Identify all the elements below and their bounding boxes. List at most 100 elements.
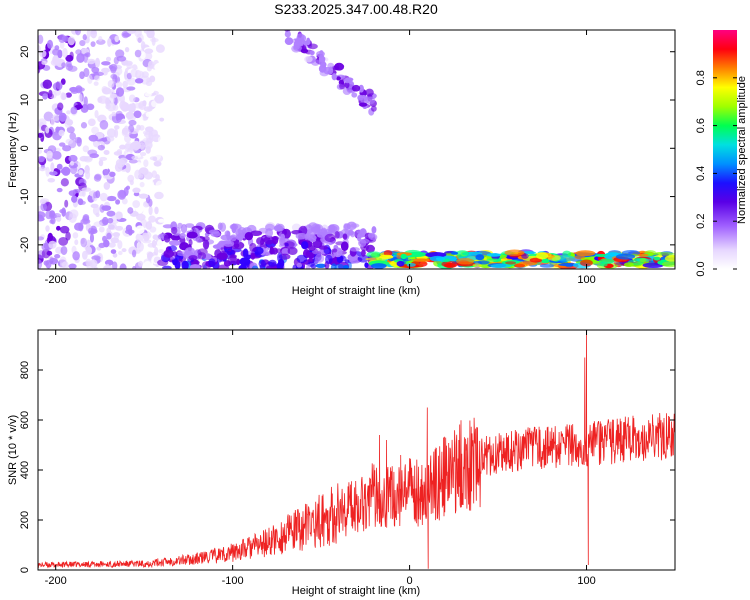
heatmap-cell — [128, 119, 137, 126]
heatmap-cell — [295, 232, 307, 240]
heatmap-cell — [306, 264, 311, 269]
heatmap-cell — [47, 177, 56, 183]
heatmap-y-tick-label: -10 — [19, 189, 31, 205]
heatmap-cell — [49, 257, 59, 265]
heatmap-cell — [314, 224, 324, 232]
heatmap-cell — [98, 35, 103, 42]
heatmap-cell — [269, 246, 274, 255]
heatmap-cell — [59, 40, 65, 49]
heatmap-cell — [263, 235, 275, 245]
heatmap-cell — [112, 261, 118, 269]
heatmap-cell — [98, 242, 106, 249]
heatmap-cell — [148, 180, 155, 189]
heatmap-cell — [145, 80, 153, 86]
heatmap-cell — [46, 150, 53, 159]
heatmap-cell — [128, 228, 133, 236]
heatmap-cell — [75, 30, 81, 36]
heatmap-cell — [314, 253, 325, 263]
heatmap-cell — [154, 63, 165, 72]
heatmap-cell — [219, 250, 227, 258]
heatmap-cell — [301, 241, 309, 250]
heatmap-cell — [334, 231, 340, 239]
heatmap-cell — [243, 261, 250, 268]
heatmap-cell — [69, 51, 74, 60]
heatmap-cell — [197, 252, 207, 260]
heatmap-cell — [62, 145, 72, 152]
heatmap-cell — [65, 138, 74, 145]
heatmap-cell — [151, 36, 156, 46]
colorbar-tick-label: 0.2 — [695, 214, 707, 229]
heatmap-cell — [639, 258, 647, 263]
heatmap-cell — [242, 248, 249, 259]
heatmap-cell — [49, 210, 56, 218]
heatmap-x-tick-label: 100 — [577, 274, 595, 286]
heatmap-cell — [90, 203, 99, 209]
heatmap-cell — [132, 266, 137, 269]
heatmap-cell — [307, 43, 318, 50]
heatmap-cell — [119, 263, 127, 269]
heatmap-cell — [196, 237, 203, 244]
heatmap-cell — [93, 71, 104, 77]
snr-x-tick-label: 100 — [577, 575, 595, 587]
heatmap-cell — [69, 209, 79, 219]
heatmap-cell — [146, 251, 153, 257]
heatmap-cell — [89, 153, 100, 159]
heatmap-cell — [451, 251, 459, 255]
heatmap-cell — [343, 265, 349, 269]
heatmap-cell — [365, 244, 375, 253]
heatmap-cell — [113, 232, 120, 240]
heatmap-cell — [455, 250, 470, 257]
heatmap-cell — [88, 134, 99, 142]
heatmap-cell — [98, 226, 105, 233]
heatmap-cell — [370, 263, 387, 269]
heatmap-cell — [94, 57, 101, 68]
heatmap-cell — [94, 109, 99, 119]
heatmap-cell — [163, 249, 174, 258]
heatmap-cell — [513, 263, 526, 268]
heatmap-cell — [136, 213, 146, 221]
heatmap-cell — [83, 53, 89, 63]
heatmap-cell — [145, 126, 154, 133]
heatmap-cell — [475, 254, 485, 261]
heatmap-cell — [265, 228, 274, 238]
heatmap-cell — [101, 61, 111, 66]
heatmap-cell — [58, 129, 65, 137]
heatmap-cell — [344, 229, 354, 235]
heatmap-cell — [486, 253, 502, 257]
heatmap-cell — [229, 254, 237, 259]
heatmap-cell — [85, 246, 92, 255]
heatmap-cell — [115, 110, 123, 118]
heatmap-cell — [163, 234, 171, 243]
heatmap-cell — [143, 260, 152, 269]
snr-x-tick-label: -200 — [45, 575, 67, 587]
heatmap-cell — [296, 262, 302, 268]
heatmap-cell — [107, 222, 117, 231]
heatmap-cell — [103, 182, 111, 190]
heatmap-cell — [41, 242, 50, 251]
heatmap-cell — [653, 252, 675, 256]
heatmap-cell — [315, 263, 327, 268]
heatmap-cell — [131, 155, 139, 160]
heatmap-cell — [106, 128, 117, 138]
heatmap-cell — [58, 112, 67, 122]
heatmap-cell — [189, 264, 201, 269]
heatmap-cell — [151, 239, 157, 249]
heatmap-cell — [69, 132, 77, 141]
heatmap-cell — [429, 255, 445, 262]
heatmap-cell — [406, 262, 416, 267]
heatmap-cell — [637, 253, 649, 257]
heatmap-y-tick-label: 0 — [19, 145, 31, 151]
snr-x-tick-label: 0 — [407, 575, 413, 587]
heatmap-cell — [54, 254, 61, 259]
heatmap-cell — [154, 206, 159, 215]
heatmap-cell — [74, 136, 82, 144]
heatmap-cell — [306, 37, 311, 46]
heatmap-cell — [142, 100, 147, 107]
heatmap-cell — [580, 259, 593, 267]
snr-y-tick-label: 0 — [19, 567, 31, 573]
heatmap-cell — [349, 247, 360, 252]
heatmap-cell — [349, 259, 361, 264]
heatmap-cell — [536, 252, 549, 260]
heatmap-cell — [342, 87, 352, 95]
heatmap-cell — [115, 199, 121, 205]
